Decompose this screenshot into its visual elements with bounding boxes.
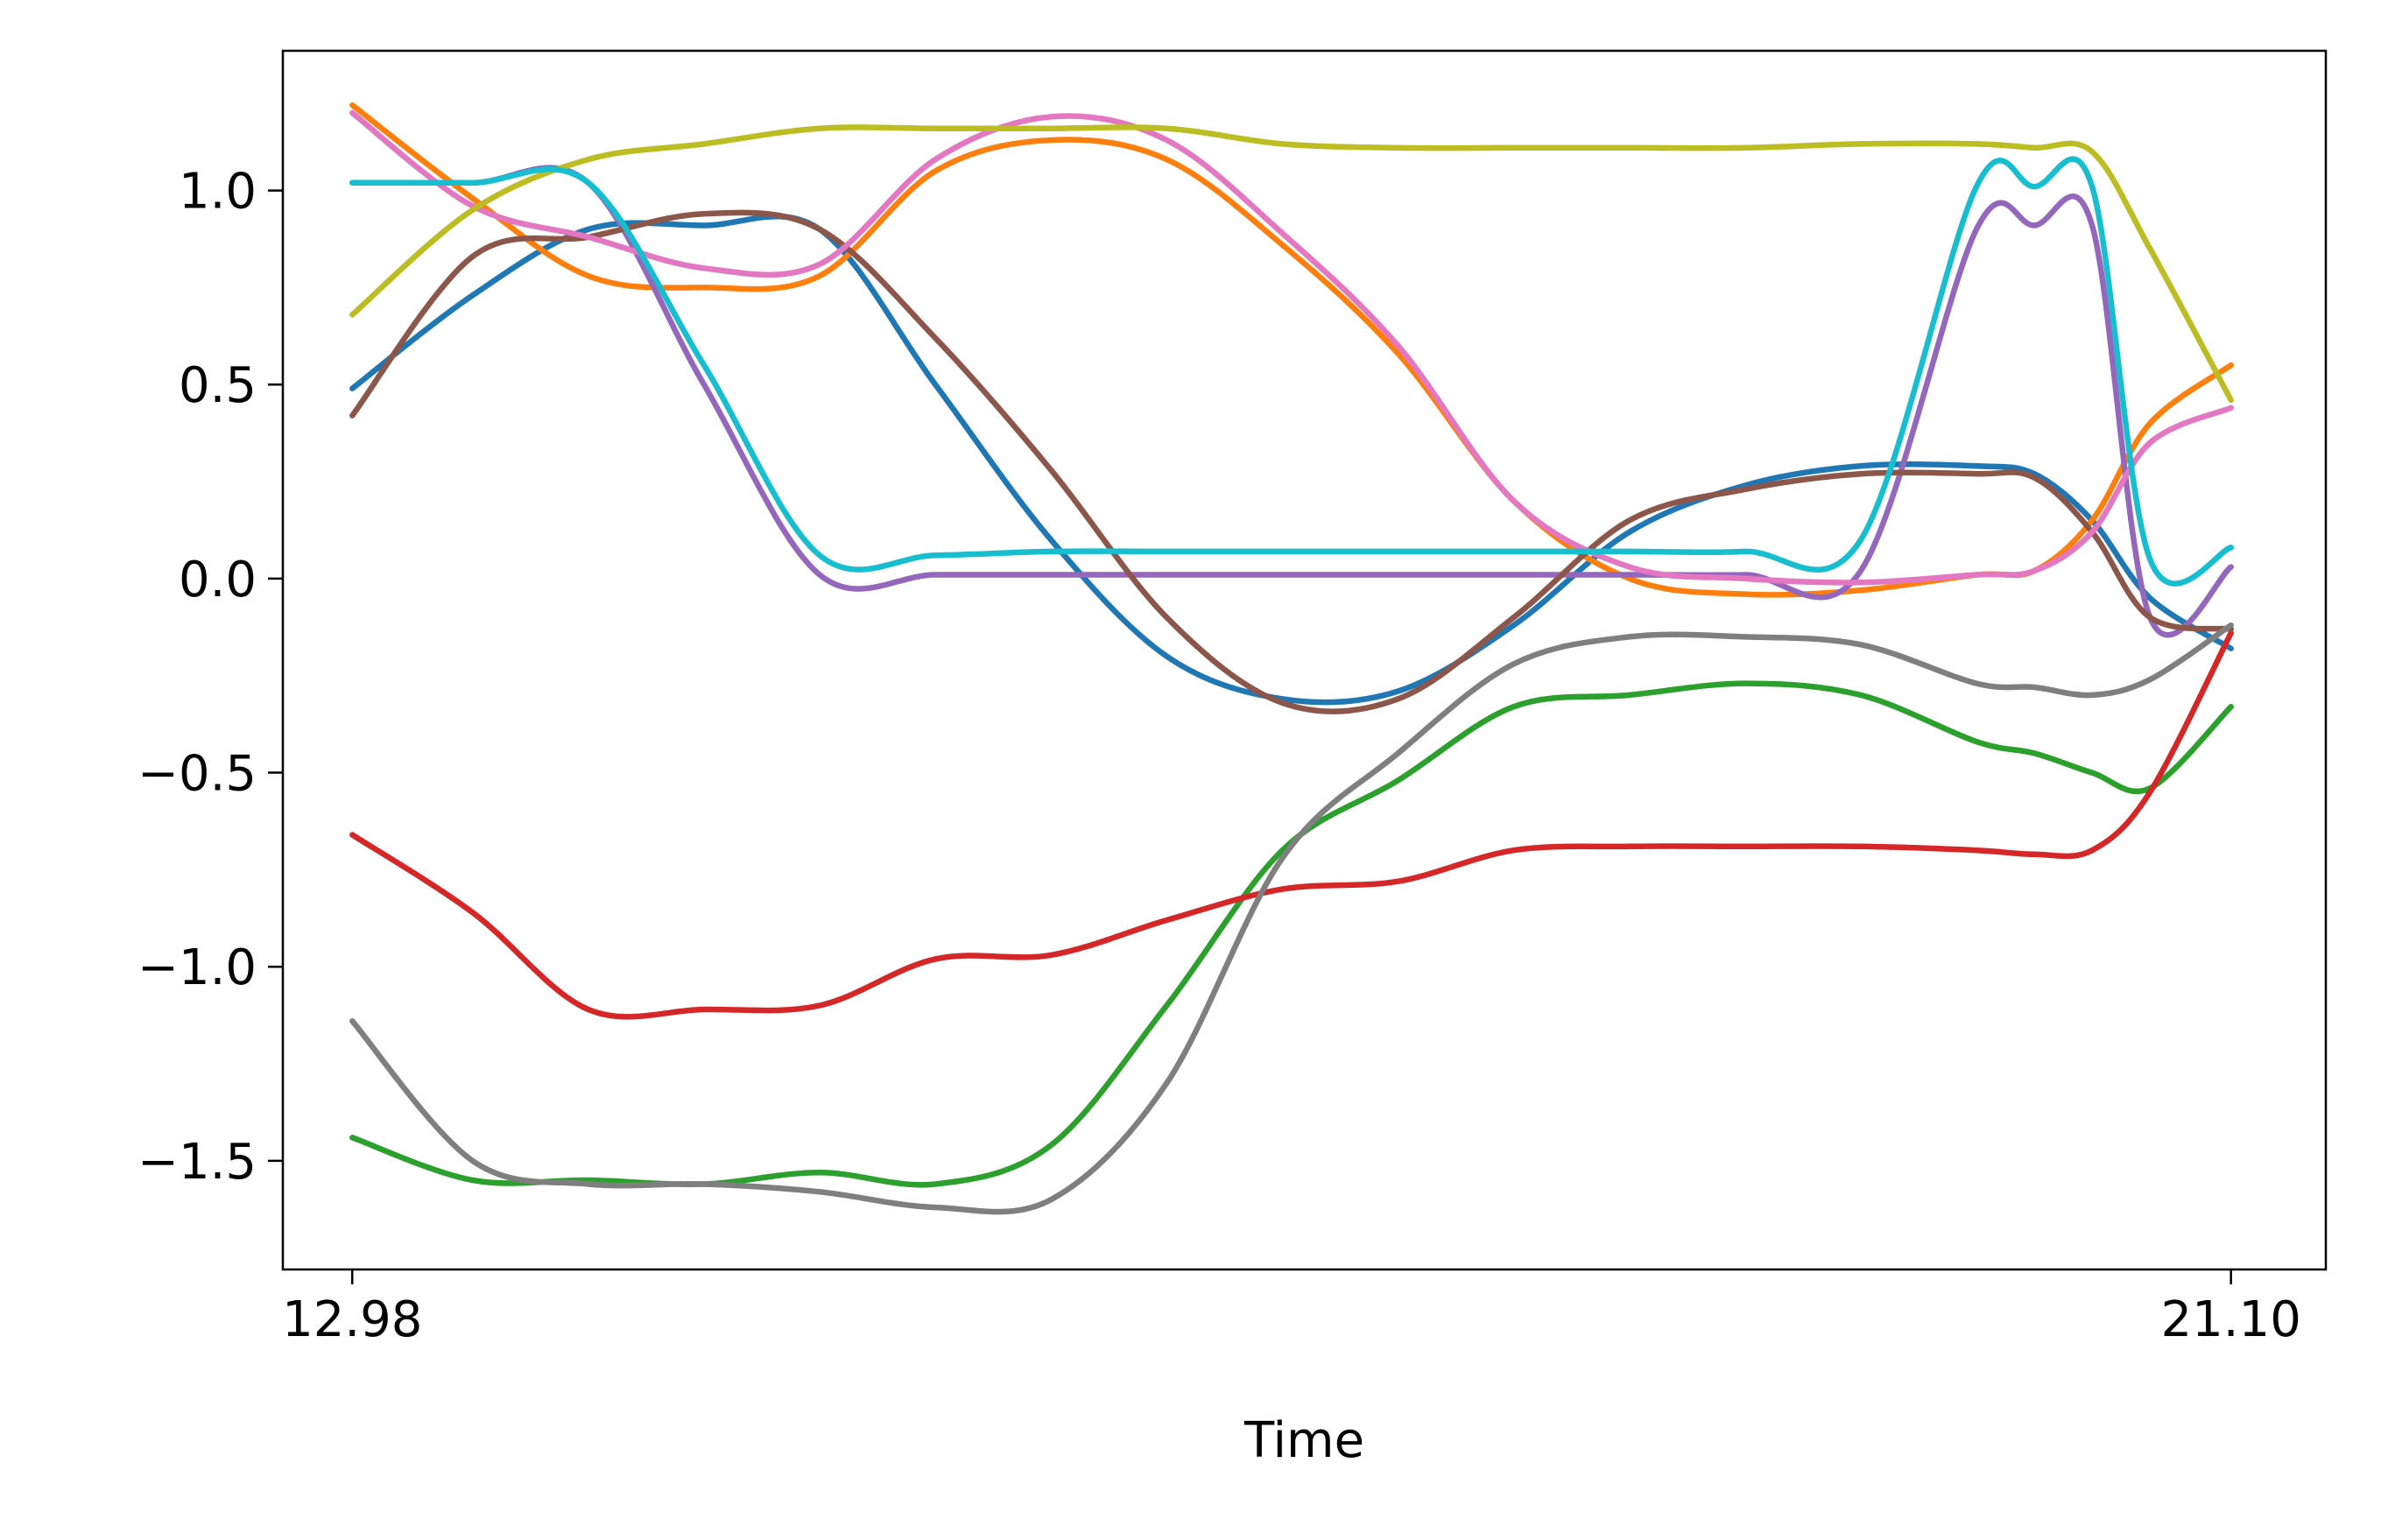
series-line-5 — [349, 165, 2234, 638]
series-line-9 — [349, 124, 2234, 404]
series-line-6 — [349, 209, 2234, 714]
series-line-10 — [349, 156, 2234, 587]
y-tick-label-5: −1.0 — [137, 939, 257, 996]
series-line-4 — [349, 629, 2234, 1020]
series-line-8 — [349, 622, 2234, 1215]
y-tick-label-4: −0.5 — [137, 746, 257, 803]
x-tick-label-1: 12.98 — [282, 1291, 422, 1348]
plot-frame — [281, 49, 2328, 1271]
x-axis-label: Time — [1243, 1412, 1364, 1469]
series-line-7 — [349, 109, 2234, 586]
series-line-3 — [349, 680, 2234, 1188]
y-axis: 1.0 0.5 0.0 −0.5 −1.0 −1.5 — [137, 164, 283, 1191]
y-tick-label-2: 0.5 — [179, 357, 257, 414]
x-tick-label-2: 21.10 — [2161, 1291, 2301, 1348]
y-tick-label-3: 0.0 — [179, 552, 257, 608]
series-line-1 — [349, 213, 2234, 706]
y-tick-label-6: −1.5 — [137, 1134, 257, 1191]
x-axis: 12.98 21.10 — [282, 1269, 2301, 1348]
series-layer — [349, 102, 2234, 1215]
y-tick-label-1: 1.0 — [179, 164, 257, 221]
series-line-2 — [349, 102, 2234, 598]
